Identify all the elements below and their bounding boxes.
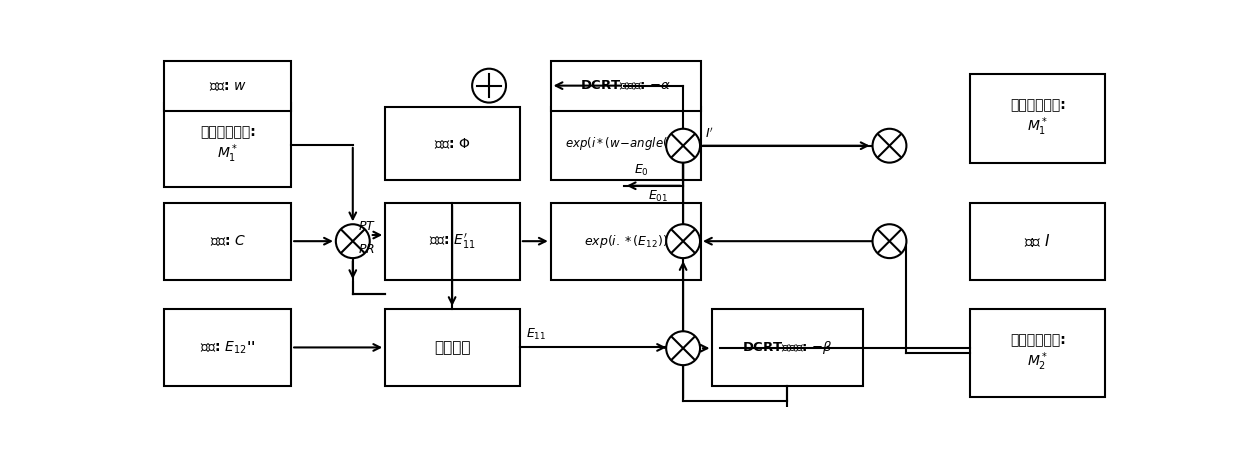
FancyBboxPatch shape [164,61,291,111]
Text: 密钥: $E_{12}$'': 密钥: $E_{12}$'' [199,339,255,356]
FancyBboxPatch shape [385,107,520,181]
Text: $E_{11}$: $E_{11}$ [527,327,546,342]
FancyBboxPatch shape [970,309,1105,398]
Text: 密文: $C$: 密文: $C$ [209,234,245,249]
Circle shape [667,331,700,365]
Text: $I'$: $I'$ [705,127,714,141]
FancyBboxPatch shape [970,203,1105,280]
FancyBboxPatch shape [385,309,520,386]
Circle shape [872,129,907,163]
Circle shape [336,224,369,258]
Circle shape [472,69,506,102]
Circle shape [872,224,907,258]
FancyBboxPatch shape [970,74,1105,163]
Text: 相位掩模共轭:
$M_1^*$: 相位掩模共轭: $M_1^*$ [1010,99,1066,138]
Text: 相位: $\Phi$: 相位: $\Phi$ [434,137,471,151]
Text: 相位掩模共轭:
$M_1^*$: 相位掩模共轭: $M_1^*$ [199,125,255,165]
FancyBboxPatch shape [164,203,291,280]
Circle shape [667,224,700,258]
Text: 明文 $I$: 明文 $I$ [1025,233,1051,250]
Text: $PT$: $PT$ [358,220,377,234]
FancyBboxPatch shape [164,309,291,386]
FancyBboxPatch shape [712,309,862,386]
FancyBboxPatch shape [550,107,701,181]
Text: DCRT，阶次: $-\beta$: DCRT，阶次: $-\beta$ [742,339,833,356]
Text: $exp(i*(w\!-\!angle(M))$: $exp(i*(w\!-\!angle(M))$ [565,135,686,152]
Text: 密钥: $w$: 密钥: $w$ [208,79,247,93]
Text: 相位掩模共轭:
$M_2^*$: 相位掩模共轭: $M_2^*$ [1010,333,1066,373]
FancyBboxPatch shape [550,203,701,280]
Circle shape [667,129,700,163]
Text: $E_0$: $E_0$ [634,163,649,178]
FancyBboxPatch shape [164,102,291,187]
Text: $E_{01}$: $E_{01}$ [648,189,669,204]
Text: 反向置乱: 反向置乱 [434,340,471,355]
Text: $PR$: $PR$ [358,244,375,256]
Text: 幅度: $E_{11}'$: 幅度: $E_{11}'$ [429,232,476,251]
FancyBboxPatch shape [385,203,520,280]
Text: DCRT，阶次: $-\alpha$: DCRT，阶次: $-\alpha$ [580,80,672,93]
Text: $exp(i.*( E_{12}))$: $exp(i.*( E_{12}))$ [584,233,668,250]
FancyBboxPatch shape [550,61,701,111]
